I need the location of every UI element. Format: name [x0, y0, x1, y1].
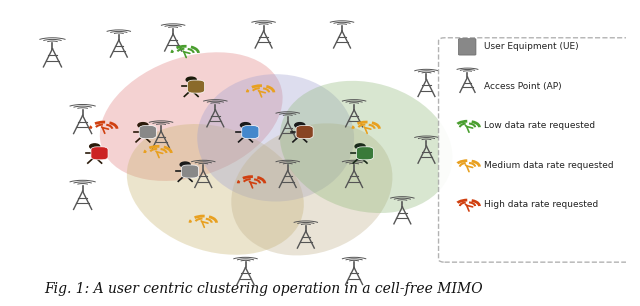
Ellipse shape	[197, 74, 354, 202]
Circle shape	[241, 123, 250, 128]
Circle shape	[180, 162, 190, 167]
FancyBboxPatch shape	[181, 165, 198, 178]
FancyBboxPatch shape	[356, 147, 374, 160]
Circle shape	[295, 123, 305, 128]
Circle shape	[355, 144, 365, 149]
Ellipse shape	[100, 52, 283, 181]
Text: Access Point (AP): Access Point (AP)	[484, 82, 561, 91]
FancyBboxPatch shape	[296, 125, 313, 139]
FancyBboxPatch shape	[458, 39, 476, 55]
Circle shape	[138, 123, 148, 128]
FancyBboxPatch shape	[140, 125, 156, 139]
Text: Fig. 1: A user centric clustering operation in a cell-free MIMO: Fig. 1: A user centric clustering operat…	[44, 282, 483, 296]
Text: High data rate requested: High data rate requested	[484, 200, 598, 209]
Ellipse shape	[280, 81, 452, 213]
Text: User Equipment (UE): User Equipment (UE)	[484, 42, 579, 51]
Circle shape	[90, 144, 100, 149]
Text: Medium data rate requested: Medium data rate requested	[484, 161, 613, 170]
Circle shape	[186, 77, 196, 82]
FancyBboxPatch shape	[438, 38, 640, 262]
FancyBboxPatch shape	[91, 147, 108, 160]
FancyBboxPatch shape	[188, 80, 205, 93]
Ellipse shape	[127, 124, 304, 255]
FancyBboxPatch shape	[242, 125, 259, 139]
Ellipse shape	[231, 123, 392, 256]
Text: Low data rate requested: Low data rate requested	[484, 121, 595, 130]
